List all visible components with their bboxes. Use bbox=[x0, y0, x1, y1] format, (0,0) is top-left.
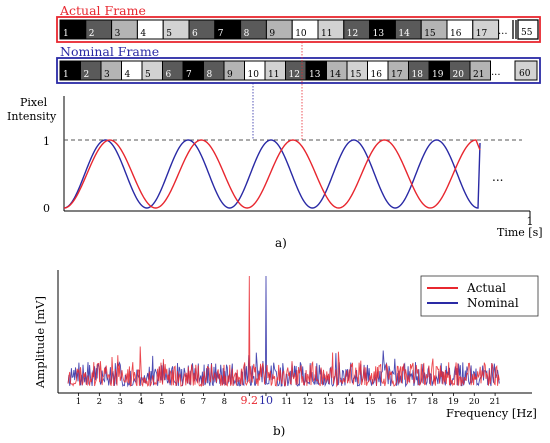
waveform-xtick-end: 1 bbox=[527, 215, 534, 228]
spectrum-x-tick-label: 8 bbox=[222, 397, 227, 407]
actual-frame-ellipsis: ... bbox=[498, 26, 508, 37]
spectrum-caption: b) bbox=[273, 424, 285, 438]
frame-cell-number: 11 bbox=[321, 29, 332, 39]
legend-label: Nominal bbox=[467, 296, 519, 310]
nominal-frame-last-number: 60 bbox=[519, 69, 531, 79]
spectrum-x-tick-label: 16 bbox=[386, 397, 397, 407]
actual-frame-label: Actual Frame bbox=[59, 3, 146, 18]
frame-cell-number: 12 bbox=[289, 70, 300, 80]
spectrum-x-tick-label: 19 bbox=[448, 397, 459, 407]
waveform-ylabel-line2: Intensity bbox=[7, 110, 57, 123]
spectrum-x-tick-label: 9.2 bbox=[241, 394, 259, 407]
actual-spectrum-line bbox=[67, 275, 500, 388]
actual-waveform-line bbox=[63, 139, 481, 209]
spectrum-x-tick-label: 4 bbox=[138, 397, 143, 407]
nominal-frame-ellipsis: ... bbox=[491, 67, 501, 78]
nominal-frame-group: Nominal Frame 1 2 3 4 5 6 7 8 9 10 11 12 13 14 15 16 17 1… bbox=[56, 44, 541, 84]
spectrum-x-tick-label: 17 bbox=[406, 397, 417, 407]
frame-cell-number: 18 bbox=[412, 70, 424, 80]
frame-cell-number: 8 bbox=[207, 70, 213, 80]
nominal-frame-last-cell bbox=[514, 60, 538, 81]
spectrum-x-tick-label: 18 bbox=[427, 397, 438, 407]
actual-frame-group: Actual Frame 1 2 3 4 5 6 7 8 9 10 11 12 13 14 15 16 17 .… bbox=[56, 3, 541, 43]
spectrum-x-tick-label: 1 bbox=[76, 397, 81, 407]
frame-cell-number: 2 bbox=[84, 70, 90, 80]
waveform-ellipsis: ... bbox=[492, 170, 503, 184]
spectrum-x-tick-label: 14 bbox=[344, 397, 355, 407]
waveform-panel: Pixel Intensity 1 0 1 Time [s] ... a) bbox=[7, 42, 543, 250]
frame-cell-number: 3 bbox=[115, 29, 121, 39]
waveform-caption: a) bbox=[275, 236, 287, 250]
frame-cell-number: 6 bbox=[192, 29, 198, 39]
frame-cell-number: 17 bbox=[476, 29, 488, 39]
spectrum-x-tick-label: 21 bbox=[490, 397, 501, 407]
spectrum-x-tick-label: 7 bbox=[201, 397, 206, 407]
nominal-waveform-line bbox=[63, 139, 481, 209]
spectrum-x-tick-label: 3 bbox=[117, 397, 122, 407]
actual-frame-last-number: 55 bbox=[521, 28, 533, 38]
spectrum-x-tick-label: 12 bbox=[302, 397, 313, 407]
frame-cell-number: 16 bbox=[371, 70, 383, 80]
spectrum-xlabel: Frequency [Hz] bbox=[446, 406, 537, 420]
waveform-xlabel: Time [s] bbox=[497, 226, 543, 239]
frame-cell-number: 14 bbox=[398, 29, 410, 39]
frame-cell-number: 10 bbox=[295, 29, 307, 39]
frame-cell-number: 1 bbox=[63, 29, 69, 39]
frame-cell-number: 13 bbox=[373, 29, 385, 39]
actual-frame-border bbox=[56, 16, 541, 43]
frame-cell-number: 15 bbox=[424, 29, 436, 39]
waveform-ytick-bottom: 0 bbox=[43, 202, 50, 215]
spectrum-x-tick-label: 11 bbox=[281, 397, 292, 407]
actual-frame-cells: 1 2 3 4 5 6 7 8 9 10 11 12 13 14 15 16 17 bbox=[59, 19, 500, 40]
spectrum-x-ticks: 1 2 3 4 5 6 7 8 9.2 10 11 12 13 14 15 16 17 18 19 20 21 bbox=[76, 393, 501, 407]
legend-label: Actual bbox=[466, 281, 506, 295]
frame-cell-number: 6 bbox=[166, 70, 172, 80]
frame-cell-number: 3 bbox=[104, 70, 110, 80]
nominal-frame-label: Nominal Frame bbox=[60, 44, 159, 59]
actual-spectrum-path bbox=[67, 275, 500, 388]
frame-cell-number: 4 bbox=[125, 70, 131, 80]
frame-cell-number: 21 bbox=[473, 70, 484, 80]
spectrum-x-tick-label: 13 bbox=[323, 397, 334, 407]
frame-cell-number: 5 bbox=[166, 29, 172, 39]
frame-cell-number: 4 bbox=[140, 29, 146, 39]
frame-cell-number: 7 bbox=[186, 70, 192, 80]
spectrum-x-tick-label: 6 bbox=[180, 397, 185, 407]
frame-cell-number: 9 bbox=[269, 29, 275, 39]
frame-cell-number: 1 bbox=[63, 70, 69, 80]
waveform-ylabel-line1: Pixel bbox=[20, 96, 48, 109]
frame-cell bbox=[472, 19, 500, 40]
frame-cell-number: 8 bbox=[244, 29, 250, 39]
frame-cell-number: 11 bbox=[268, 70, 279, 80]
frame-cell-number: 15 bbox=[350, 70, 362, 80]
frame-cell bbox=[469, 60, 491, 81]
frame-cell-number: 2 bbox=[89, 29, 95, 39]
nominal-frame-border bbox=[56, 57, 541, 84]
frame-cell-number: 13 bbox=[309, 70, 321, 80]
frame-cell-number: 16 bbox=[450, 29, 462, 39]
frame-cell-number: 20 bbox=[453, 70, 465, 80]
nominal-frame-cells: 1 2 3 4 5 6 7 8 9 10 11 12 13 14 15 16 17 18 19 20 21 bbox=[59, 60, 491, 81]
actual-frame-last-cell bbox=[517, 19, 539, 40]
frame-cell-number: 14 bbox=[330, 70, 342, 80]
spectrum-x-tick-label: 20 bbox=[469, 397, 480, 407]
frame-cell-number: 9 bbox=[227, 70, 233, 80]
frame-cell-number: 19 bbox=[432, 70, 444, 80]
spectrum-ylabel: Amplitude [mV] bbox=[33, 296, 47, 389]
spectrum-panel: Amplitude [mV] 1 2 3 4 5 6 7 8 9.2 10 11 12 13 14 15 16… bbox=[33, 270, 539, 438]
spectrum-x-tick-label: 2 bbox=[97, 397, 102, 407]
frame-cell-number: 5 bbox=[145, 70, 151, 80]
spectrum-x-tick-label: 15 bbox=[365, 397, 376, 407]
waveform-ytick-top: 1 bbox=[43, 135, 50, 148]
frame-cell-number: 7 bbox=[218, 29, 224, 39]
frame-cell-number: 17 bbox=[391, 70, 403, 80]
frame-cell-number: 12 bbox=[347, 29, 358, 39]
frame-cell-number: 10 bbox=[248, 70, 260, 80]
legend-box bbox=[420, 275, 539, 317]
spectrum-x-tick-label: 10 bbox=[259, 394, 273, 407]
spectrum-x-tick-label: 5 bbox=[159, 397, 164, 407]
